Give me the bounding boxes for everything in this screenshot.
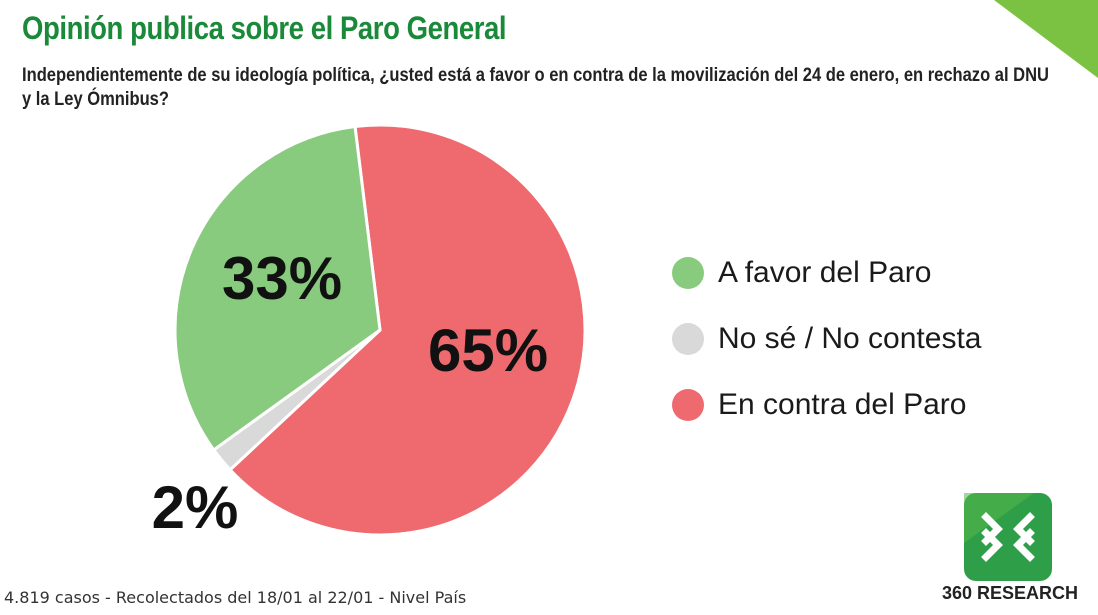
legend-label-contra: En contra del Paro [718, 388, 967, 421]
legend-item-contra: En contra del Paro [672, 372, 981, 438]
legend-item-favor: A favor del Paro [672, 240, 981, 306]
legend-label-nosabe: No sé / No contesta [718, 322, 982, 355]
corner-accent [994, 0, 1098, 78]
360-research-logo-icon [964, 493, 1052, 581]
legend-swatch-nosabe [672, 323, 704, 355]
legend-label-favor: A favor del Paro [718, 256, 932, 289]
brand-name: 360 RESEARCH [941, 583, 1079, 603]
slice-en-contra [227, 123, 587, 537]
legend-swatch-favor [672, 257, 704, 289]
chart-subtitle: Independientemente de su ideología polít… [22, 65, 1049, 110]
slice-a-favor [173, 124, 382, 453]
legend-item-nosabe: No sé / No contesta [672, 306, 981, 372]
sample-footnote: 4.819 casos - Recolectados del 18/01 al … [4, 588, 467, 607]
legend-swatch-contra [672, 389, 704, 421]
chart-title: Opinión publica sobre el Paro General [22, 10, 507, 46]
data-label-en-contra: 65% [428, 317, 548, 384]
data-label-no-sabe: 2% [152, 474, 239, 541]
chart-legend: A favor del Paro No sé / No contesta En … [672, 240, 981, 438]
data-label-a-favor: 33% [222, 245, 342, 312]
